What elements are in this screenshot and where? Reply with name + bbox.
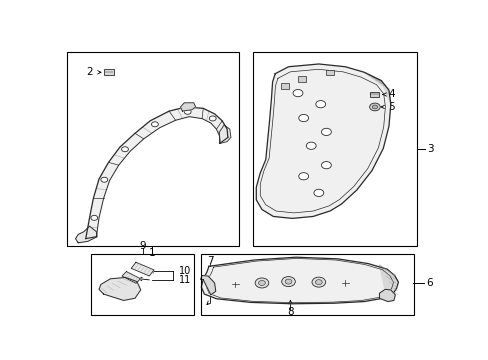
Text: 7: 7 <box>206 256 213 266</box>
Text: 1: 1 <box>148 248 155 258</box>
Circle shape <box>101 177 107 182</box>
Bar <box>201 254 413 315</box>
Circle shape <box>321 128 331 135</box>
Polygon shape <box>379 265 398 298</box>
Text: 10: 10 <box>178 266 190 276</box>
Circle shape <box>285 279 291 284</box>
Circle shape <box>91 215 98 220</box>
Circle shape <box>292 90 302 97</box>
Bar <box>280 84 288 89</box>
Bar <box>326 69 333 75</box>
Circle shape <box>258 280 265 285</box>
Polygon shape <box>256 64 390 219</box>
Polygon shape <box>200 275 215 295</box>
Polygon shape <box>99 278 141 301</box>
Bar <box>67 51 239 246</box>
Circle shape <box>315 100 325 108</box>
Circle shape <box>255 278 268 288</box>
Bar <box>369 92 379 97</box>
Text: 9: 9 <box>139 241 145 251</box>
Polygon shape <box>364 72 390 104</box>
Polygon shape <box>219 125 230 144</box>
Circle shape <box>369 103 380 111</box>
Text: 2: 2 <box>86 67 93 77</box>
Text: 8: 8 <box>286 307 293 317</box>
Text: 11: 11 <box>178 275 190 285</box>
Bar <box>252 51 417 246</box>
Text: 4: 4 <box>387 90 394 99</box>
Circle shape <box>122 147 128 152</box>
Text: 3: 3 <box>427 144 433 153</box>
Polygon shape <box>122 271 140 283</box>
Text: 5: 5 <box>387 102 394 112</box>
Circle shape <box>298 114 308 122</box>
Circle shape <box>209 116 216 121</box>
Polygon shape <box>131 262 154 276</box>
Circle shape <box>298 173 308 180</box>
Circle shape <box>151 122 158 127</box>
Polygon shape <box>201 257 398 304</box>
Circle shape <box>371 105 377 109</box>
Circle shape <box>321 162 331 169</box>
Circle shape <box>313 189 323 197</box>
Circle shape <box>305 142 316 149</box>
Bar <box>297 76 305 82</box>
Circle shape <box>281 276 295 287</box>
Polygon shape <box>180 103 195 111</box>
Bar <box>91 254 193 315</box>
Circle shape <box>311 277 325 287</box>
Circle shape <box>184 109 191 114</box>
Polygon shape <box>379 289 395 302</box>
Polygon shape <box>75 226 97 243</box>
FancyBboxPatch shape <box>104 69 114 75</box>
Text: 6: 6 <box>425 278 432 288</box>
Circle shape <box>315 280 322 285</box>
Polygon shape <box>85 107 227 239</box>
